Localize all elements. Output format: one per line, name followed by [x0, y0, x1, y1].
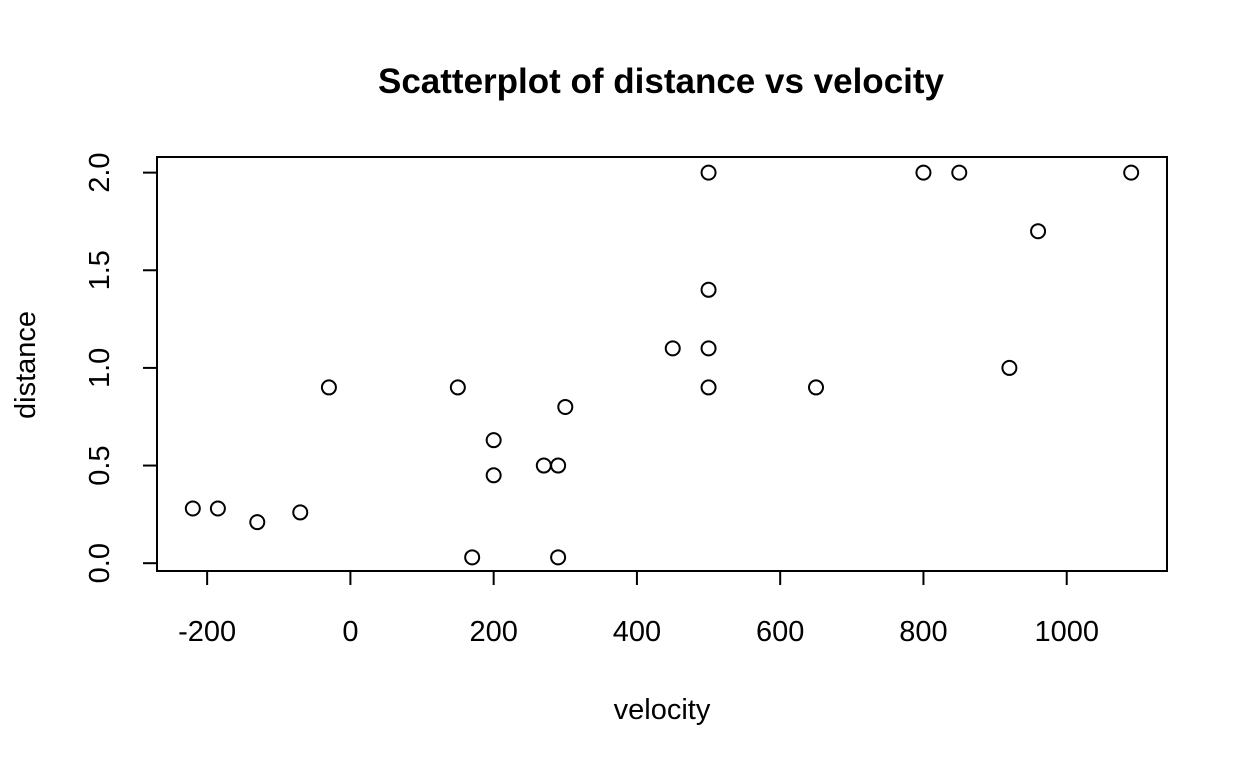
y-tick-label: 2.0 — [84, 152, 116, 192]
data-points — [184, 164, 1140, 566]
data-point — [249, 514, 266, 531]
x-axis-label: velocity — [614, 694, 711, 726]
data-point — [700, 281, 717, 298]
data-point — [808, 379, 825, 396]
data-point — [664, 340, 681, 357]
y-axis: 0.0 0.5 1.0 1.5 2.0 — [84, 152, 158, 583]
data-point — [1030, 223, 1047, 240]
x-tick-label: 200 — [469, 616, 517, 648]
x-axis: -200 0 200 400 600 800 1000 — [178, 570, 1099, 648]
data-point — [1001, 359, 1018, 376]
data-point — [550, 549, 567, 566]
data-point — [951, 164, 968, 181]
data-point — [464, 549, 481, 566]
y-tick-label: 1.5 — [84, 250, 116, 290]
x-tick-label: 1000 — [1034, 616, 1099, 648]
x-tick-label: 0 — [342, 616, 358, 648]
data-point — [485, 432, 502, 449]
data-point — [292, 504, 309, 521]
x-tick-label: 800 — [899, 616, 947, 648]
x-tick-label: 600 — [756, 616, 804, 648]
x-tick-label: 400 — [613, 616, 661, 648]
data-point — [449, 379, 466, 396]
data-point — [700, 340, 717, 357]
data-point — [209, 500, 226, 517]
data-point — [915, 164, 932, 181]
data-point — [485, 467, 502, 484]
y-axis-label: distance — [10, 311, 42, 419]
data-point — [557, 398, 574, 415]
data-point — [550, 457, 567, 474]
y-tick-label: 0.0 — [84, 543, 116, 583]
chart-title: Scatterplot of distance vs velocity — [378, 62, 945, 101]
data-point — [700, 379, 717, 396]
x-tick-label: -200 — [178, 616, 236, 648]
data-point — [320, 379, 337, 396]
data-point — [184, 500, 201, 517]
y-tick-label: 0.5 — [84, 445, 116, 485]
data-point — [1123, 164, 1140, 181]
y-tick-label: 1.0 — [84, 348, 116, 388]
data-point — [535, 457, 552, 474]
data-point — [700, 164, 717, 181]
